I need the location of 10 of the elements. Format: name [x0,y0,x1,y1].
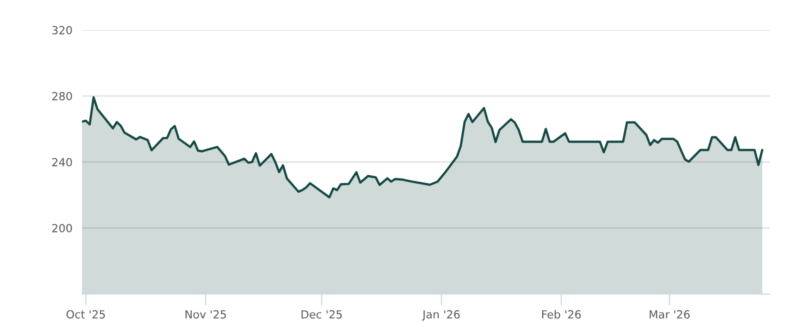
x-tick-label: Mar '26 [650,310,690,319]
y-tick-label: 280 [52,92,72,100]
x-tick-label: Nov '25 [186,310,226,319]
x-tick-label: Oct '25 [66,310,105,319]
y-tick-label: 320 [52,26,72,34]
x-tick-label: Dec '25 [302,310,342,319]
y-tick-label: 240 [52,158,72,166]
x-tick-label: Jan '26 [422,310,460,321]
x-tick-label: Feb '26 [542,310,581,319]
y-tick-label: 200 [52,224,72,232]
